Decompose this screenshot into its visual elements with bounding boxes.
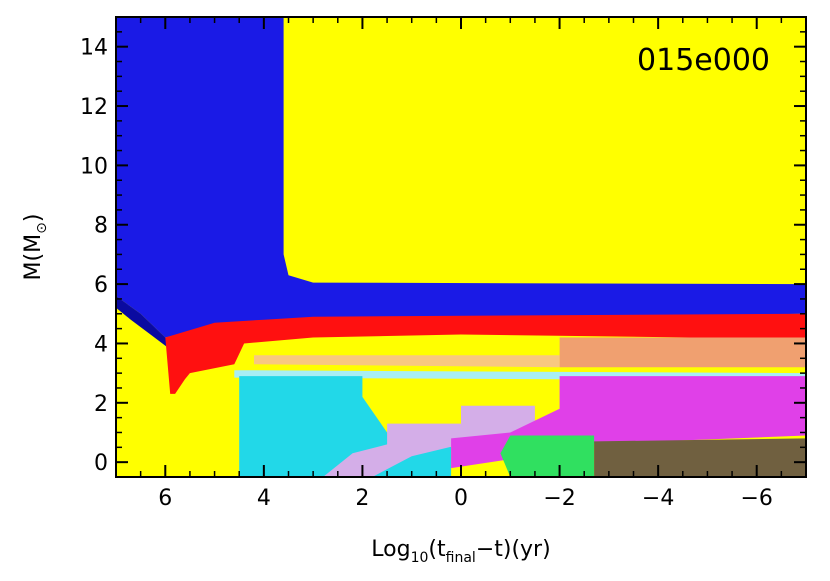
y-tick-label: 6	[94, 273, 108, 298]
chart-regions	[116, 17, 806, 477]
y-tick-label: 8	[94, 214, 108, 239]
y-tick-label: 0	[94, 451, 108, 476]
y-tick-label: 10	[80, 154, 108, 179]
y-tick-label: 4	[94, 332, 108, 357]
axis-ticks: 6 4 2 0 −2 −4 −6 0 2 4 6 8 10 12 14	[80, 17, 806, 511]
x-tick-label: −2	[543, 486, 575, 511]
region-green-shell	[500, 435, 595, 477]
region-pale-band	[254, 355, 560, 368]
x-tick-label: 0	[454, 486, 468, 511]
y-tick-label: 14	[80, 36, 108, 61]
x-axis-label: Log10(tfinal−t)(yr)	[371, 537, 550, 566]
region-deep-blue-tail	[116, 296, 171, 350]
x-tick-label: 4	[257, 486, 271, 511]
x-tick-label: 6	[158, 486, 172, 511]
region-orange-shell-band	[559, 337, 806, 368]
region-hydrogen-shell-red	[165, 313, 806, 394]
x-tick-label: −4	[642, 486, 674, 511]
region-outer-convective-blue	[116, 17, 806, 338]
x-tick-label: 2	[355, 486, 369, 511]
y-tick-label: 2	[94, 392, 108, 417]
region-lavender-shell	[323, 405, 535, 477]
x-tick-label: −6	[740, 486, 772, 511]
region-core-olive	[594, 438, 806, 477]
model-label: 015e000	[637, 43, 770, 78]
y-tick-label: 12	[80, 95, 108, 120]
y-axis-label: M(M⊙)	[21, 214, 50, 281]
